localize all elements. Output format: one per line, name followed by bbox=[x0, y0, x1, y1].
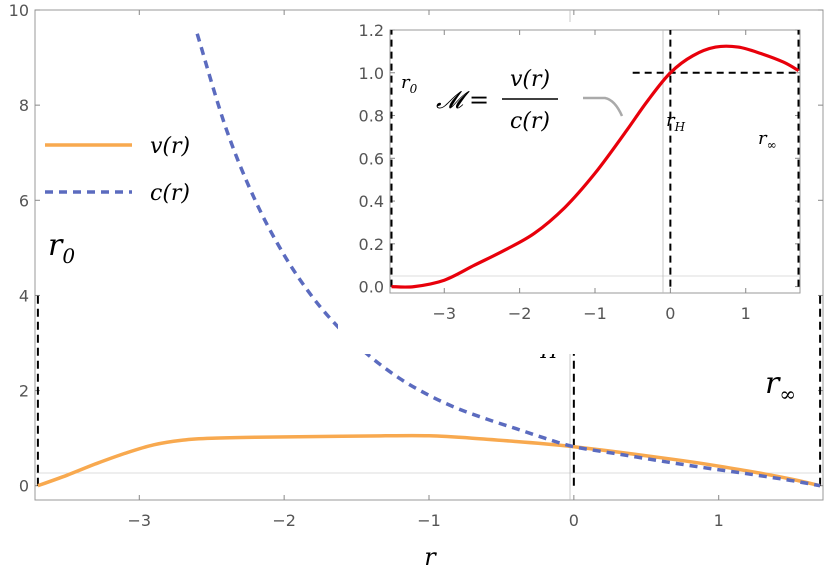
main-ytick-label: 4 bbox=[19, 286, 29, 305]
inset-xtick-label: −1 bbox=[583, 304, 607, 323]
rinf-label: r∞ bbox=[765, 366, 796, 406]
inset-r0-label: r0 bbox=[401, 72, 418, 96]
inset-xtick-label: 1 bbox=[741, 304, 751, 323]
inset-r0-sub: 0 bbox=[410, 82, 418, 96]
rinf-label-base: r bbox=[765, 366, 781, 401]
main-marker-labels: r0 rH r∞ bbox=[48, 228, 796, 406]
legend-c-label: c(r) bbox=[150, 181, 190, 206]
inset-ytick-label: 1.0 bbox=[359, 64, 384, 83]
inset-formula: 𝓜 = v(r) c(r) bbox=[436, 67, 624, 134]
inset-ytick-label: 0.4 bbox=[359, 192, 384, 211]
main-series-line bbox=[37, 433, 821, 488]
inset-rH-base: r bbox=[666, 110, 676, 131]
inset-ytick-label: 1.2 bbox=[359, 21, 384, 40]
x-axis-label: r bbox=[424, 543, 437, 571]
inset-rH-label: rH bbox=[666, 110, 686, 134]
inset-rH-sub: H bbox=[674, 120, 686, 134]
main-ytick-label: 6 bbox=[19, 191, 29, 210]
inset-ytick-label: 0.8 bbox=[359, 107, 384, 126]
inset-series bbox=[391, 44, 800, 289]
inset-equals: = bbox=[469, 86, 489, 114]
inset-markers bbox=[390, 30, 800, 287]
inset-callout-line bbox=[583, 96, 624, 117]
inset-series-line bbox=[391, 44, 800, 289]
inset-r0-base: r bbox=[401, 72, 411, 93]
inset-xtick-label: −2 bbox=[508, 304, 532, 323]
inset-ytick-label: 0.6 bbox=[359, 149, 384, 168]
legend-v-label: v(r) bbox=[150, 134, 190, 159]
r0-label-base: r bbox=[48, 228, 64, 263]
rinf-label-sub: ∞ bbox=[779, 382, 796, 406]
main-xtick-label: 1 bbox=[714, 511, 724, 530]
main-xtick-label: −2 bbox=[272, 511, 296, 530]
main-series bbox=[37, 33, 821, 488]
inset-plot: −3 −2 −1 0 10.00.20.40.60.81.01.2 r0 rH r∞ 𝓜… bbox=[338, 21, 808, 354]
main-ytick-label: 0 bbox=[19, 477, 29, 496]
r0-label: r0 bbox=[48, 228, 75, 268]
legend: v(r) c(r) bbox=[45, 134, 190, 206]
inset-ytick-label: 0.2 bbox=[359, 235, 384, 254]
main-ytick-label: 2 bbox=[19, 382, 29, 401]
inset-numerator: v(r) bbox=[510, 67, 550, 92]
main-ytick-label: 8 bbox=[19, 96, 29, 115]
main-xtick-label: −3 bbox=[127, 511, 151, 530]
main-ytick-label: 10 bbox=[9, 1, 29, 20]
main-xtick-label: 0 bbox=[569, 511, 579, 530]
inset-ticks: −3 −2 −1 0 1 0.0 0.2 0.4 0.6 0.8 1.0 1.2 bbox=[359, 21, 800, 323]
main-series-line bbox=[195, 33, 821, 488]
main-xtick-label: −1 bbox=[417, 511, 441, 530]
inset-xtick-label: −3 bbox=[432, 304, 456, 323]
r0-label-sub: 0 bbox=[62, 244, 75, 268]
inset-xtick-label: 0 bbox=[665, 304, 675, 323]
inset-rinf-label: r∞ bbox=[758, 128, 777, 152]
inset-rinf-base: r bbox=[758, 128, 768, 149]
inset-background bbox=[338, 22, 808, 354]
inset-ytick-label: 0.0 bbox=[359, 278, 384, 297]
inset-rinf-sub: ∞ bbox=[767, 138, 777, 152]
inset-denominator: c(r) bbox=[510, 109, 550, 134]
